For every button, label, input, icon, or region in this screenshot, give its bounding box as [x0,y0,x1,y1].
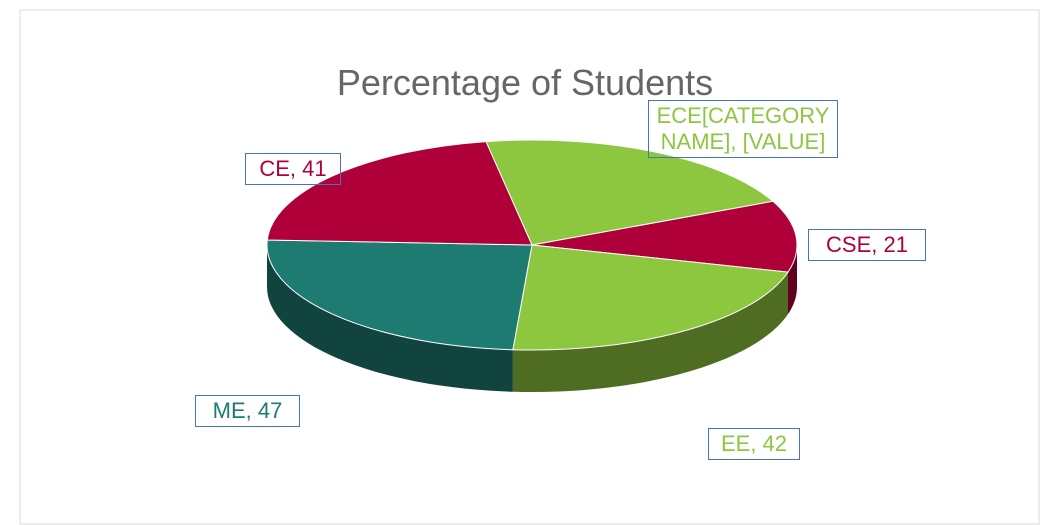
pie-sides [267,245,797,392]
pie-slice [485,139,775,246]
pie-slice [266,141,533,246]
data-label: EE, 42 [708,428,800,460]
pie-slice [512,244,789,351]
slice-side [512,272,789,392]
slice-side [267,245,513,392]
pie-slice [266,239,533,351]
chart-title: Percentage of Students [336,62,714,103]
data-label: CSE, 21 [808,229,926,261]
data-label: ECE[CATEGORY NAME], [VALUE] [648,100,838,158]
pie-tops [266,139,798,351]
data-label: CE, 41 [245,153,341,185]
pie-slice [531,200,798,273]
slice-side [788,245,797,315]
data-label: ME, 47 [195,395,300,427]
